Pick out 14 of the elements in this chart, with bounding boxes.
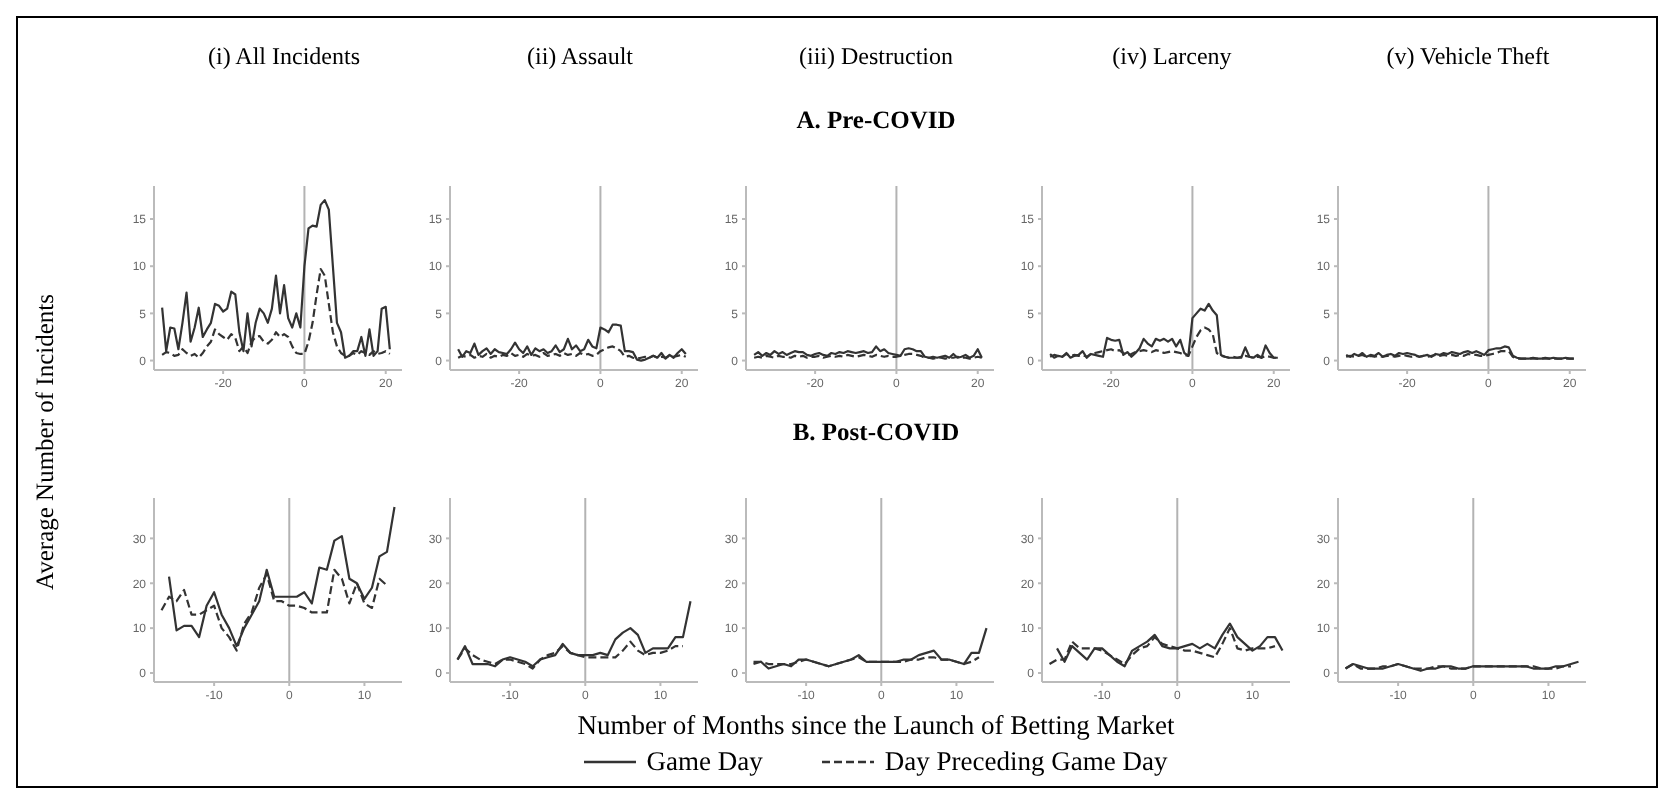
line-series [1055, 622, 1284, 668]
chart-title: (i) All Incidents [206, 42, 362, 72]
chart-title: (iii) Destruction [797, 42, 955, 72]
chart-title: (iv) Larceny [1110, 42, 1234, 72]
x-axis-title: Number of Months since the Launch of Betting Market [575, 710, 1177, 742]
chart-subtitle: A. Pre-COVID [794, 106, 958, 136]
chart-title: (v) Vehicle Theft [1384, 42, 1552, 72]
legend-label: Day Preceding Game Day [884, 746, 1168, 778]
chart-title: (ii) Assault [525, 42, 635, 72]
line-series [1048, 627, 1277, 666]
y-axis-title: Average Number of Incidents [31, 294, 61, 590]
legend-label: Game Day [646, 746, 763, 778]
chart-subtitle: B. Post-COVID [790, 418, 962, 448]
line-series [167, 505, 396, 648]
